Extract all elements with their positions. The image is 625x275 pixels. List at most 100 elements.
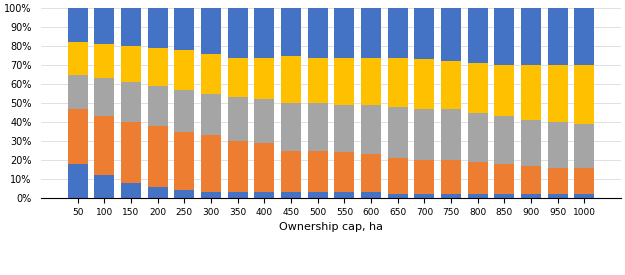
Bar <box>308 57 328 103</box>
Bar <box>174 50 194 90</box>
Bar <box>361 192 381 198</box>
Bar <box>414 8 434 59</box>
Bar <box>174 190 194 198</box>
Bar <box>228 57 248 97</box>
Bar <box>281 192 301 198</box>
Bar <box>574 65 594 124</box>
Bar <box>94 116 114 175</box>
Bar <box>468 112 488 162</box>
Bar <box>254 57 274 99</box>
Bar <box>174 90 194 131</box>
Bar <box>548 168 568 194</box>
Bar <box>281 56 301 103</box>
Bar <box>281 103 301 150</box>
Bar <box>334 152 354 192</box>
Bar <box>468 162 488 194</box>
Bar <box>334 57 354 105</box>
Bar <box>94 78 114 116</box>
Bar <box>388 107 408 158</box>
Bar <box>281 150 301 192</box>
Bar <box>308 150 328 192</box>
Bar <box>574 124 594 168</box>
Bar <box>201 54 221 94</box>
Bar <box>441 109 461 160</box>
Bar <box>441 61 461 109</box>
Bar <box>548 194 568 198</box>
Bar <box>148 187 168 198</box>
Bar <box>254 192 274 198</box>
Bar <box>494 65 514 116</box>
Bar <box>228 8 248 57</box>
Bar <box>441 8 461 61</box>
Bar <box>361 57 381 105</box>
Bar <box>68 109 88 164</box>
Bar <box>308 8 328 57</box>
Bar <box>414 109 434 160</box>
Bar <box>361 8 381 57</box>
Bar <box>414 59 434 109</box>
Bar <box>201 192 221 198</box>
Bar <box>94 8 114 44</box>
Bar <box>201 94 221 135</box>
Bar <box>468 63 488 112</box>
Bar <box>254 8 274 57</box>
Bar <box>494 194 514 198</box>
Bar <box>121 46 141 82</box>
Bar <box>94 175 114 198</box>
Bar <box>68 164 88 198</box>
Bar <box>548 122 568 168</box>
Bar <box>174 8 194 50</box>
Bar <box>121 82 141 122</box>
Bar <box>521 166 541 194</box>
Bar <box>254 99 274 143</box>
Bar <box>68 8 88 42</box>
Bar <box>201 8 221 54</box>
Bar <box>414 194 434 198</box>
Bar <box>148 126 168 187</box>
Bar <box>548 8 568 65</box>
Bar <box>308 103 328 150</box>
Bar <box>388 194 408 198</box>
Bar <box>521 120 541 166</box>
Bar <box>521 194 541 198</box>
Bar <box>548 65 568 122</box>
Bar <box>388 57 408 107</box>
Bar <box>94 44 114 78</box>
Bar <box>148 48 168 86</box>
Bar <box>334 105 354 152</box>
Bar <box>174 131 194 190</box>
Bar <box>361 154 381 192</box>
Bar <box>361 105 381 154</box>
Bar <box>121 122 141 183</box>
Bar <box>308 192 328 198</box>
Bar <box>254 143 274 192</box>
Bar <box>414 160 434 194</box>
Bar <box>574 8 594 65</box>
Bar <box>468 194 488 198</box>
Bar <box>148 8 168 48</box>
Bar <box>228 97 248 141</box>
X-axis label: Ownership cap, ha: Ownership cap, ha <box>279 222 383 232</box>
Bar <box>494 116 514 164</box>
Bar <box>148 86 168 126</box>
Bar <box>388 8 408 57</box>
Bar <box>468 8 488 63</box>
Bar <box>494 8 514 65</box>
Bar <box>121 8 141 46</box>
Bar <box>441 194 461 198</box>
Bar <box>574 194 594 198</box>
Bar <box>334 8 354 57</box>
Bar <box>521 65 541 120</box>
Bar <box>441 160 461 194</box>
Bar <box>521 8 541 65</box>
Bar <box>574 168 594 194</box>
Bar <box>121 183 141 198</box>
Bar <box>388 158 408 194</box>
Bar <box>228 192 248 198</box>
Bar <box>68 42 88 75</box>
Bar <box>201 135 221 192</box>
Bar <box>334 192 354 198</box>
Bar <box>228 141 248 192</box>
Bar <box>281 8 301 56</box>
Bar <box>68 75 88 109</box>
